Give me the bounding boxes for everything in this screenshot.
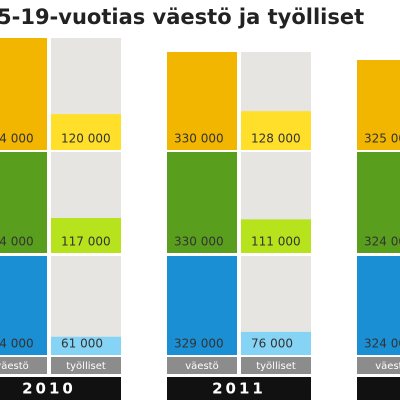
- column-label: väestö: [375, 361, 400, 372]
- column-label-box: [51, 357, 121, 374]
- year-bar: [0, 377, 121, 400]
- employed-block: [51, 336, 121, 355]
- population-label: 334 000: [0, 132, 34, 146]
- population-label: 330 000: [174, 132, 224, 146]
- population-label: 324 000: [364, 235, 400, 249]
- column-label-box: [241, 357, 311, 374]
- year-label: 2010: [22, 380, 76, 398]
- population-block: [167, 52, 237, 150]
- population-block: [167, 256, 237, 355]
- year-bar: [167, 377, 311, 400]
- employed-label: 111 000: [251, 235, 301, 249]
- employed-block: [241, 331, 311, 355]
- population-block: [167, 152, 237, 253]
- employed-label: 61 000: [61, 337, 103, 351]
- year-label: 2011: [212, 380, 266, 398]
- column-label: työlliset: [256, 361, 296, 372]
- employed-label: 120 000: [61, 132, 111, 146]
- title: 5-19-vuotias väestö ja työlliset: [0, 5, 364, 29]
- population-block: [0, 256, 47, 355]
- title-backdrop: [0, 0, 400, 38]
- column-label: väestö: [0, 361, 29, 372]
- population-label: 334 000: [0, 235, 34, 249]
- population-block: [357, 152, 400, 253]
- column-label: väestö: [185, 361, 218, 372]
- population-label: 334 000: [0, 337, 34, 351]
- employed-block: [241, 219, 311, 253]
- population-block: [357, 256, 400, 355]
- population-label: 324 000: [364, 337, 400, 351]
- employed-label: 128 000: [251, 132, 301, 146]
- employed-block: [241, 111, 311, 150]
- year-bar: [357, 377, 400, 400]
- column-label: työlliset: [66, 361, 106, 372]
- population-block: [357, 60, 400, 150]
- population-label: 329 000: [174, 337, 224, 351]
- column-label-box: [357, 357, 400, 374]
- population-label: 325 000: [364, 132, 400, 146]
- employed-block: [51, 114, 121, 150]
- employed-block: [51, 217, 121, 253]
- employed-label: 117 000: [61, 235, 111, 249]
- column-label-box: [167, 357, 237, 374]
- column-label-box: [0, 357, 47, 374]
- population-block: [0, 152, 47, 253]
- employed-label: 76 000: [251, 337, 293, 351]
- population-label: 330 000: [174, 235, 224, 249]
